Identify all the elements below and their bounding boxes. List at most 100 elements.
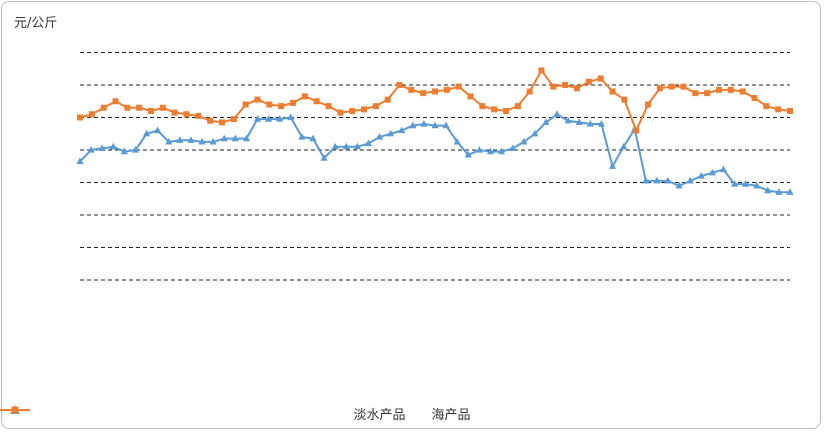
data-point: [716, 86, 722, 93]
data-point: [375, 133, 384, 140]
data-point: [387, 129, 395, 137]
data-point: [242, 101, 249, 108]
data-point: [171, 109, 178, 116]
data-point: [443, 86, 450, 93]
data-point: [575, 118, 583, 125]
data-point: [361, 106, 367, 113]
data-point: [609, 88, 616, 95]
data-point: [708, 168, 716, 176]
series-freshwater: [76, 110, 794, 195]
legend: 淡水产品 海产品: [0, 404, 824, 423]
data-point: [320, 154, 328, 161]
data-point: [195, 112, 202, 119]
data-point: [608, 162, 617, 169]
data-point: [509, 144, 517, 151]
data-point: [763, 103, 770, 110]
data-point: [704, 90, 711, 97]
series-line: [79, 68, 791, 134]
data-point: [276, 115, 284, 122]
data-point: [353, 142, 361, 150]
data-point: [453, 137, 461, 145]
data-point: [642, 176, 650, 184]
data-point: [148, 108, 154, 114]
data-point: [442, 121, 450, 129]
data-point: [697, 172, 705, 179]
data-point: [486, 147, 495, 155]
data-point: [301, 93, 308, 100]
data-point: [574, 85, 580, 92]
data-point: [597, 75, 604, 82]
data-point: [420, 90, 427, 97]
data-point: [131, 146, 140, 153]
data-point: [653, 176, 661, 184]
data-point: [668, 83, 675, 90]
data-point: [398, 126, 406, 134]
data-point: [159, 104, 166, 111]
data-point: [165, 137, 173, 145]
data-point: [372, 103, 379, 110]
legend-seafood-marker-icon: [0, 406, 30, 414]
data-point: [467, 93, 474, 100]
data-point: [136, 104, 143, 111]
data-point: [751, 95, 758, 101]
data-point: [77, 114, 83, 121]
data-point: [787, 108, 793, 114]
data-point: [719, 165, 728, 173]
data-point: [526, 88, 533, 95]
data-point: [431, 121, 439, 129]
data-point: [464, 150, 472, 158]
data-point: [680, 83, 687, 90]
data-point: [538, 67, 545, 74]
data-point: [764, 186, 772, 194]
data-point: [550, 83, 557, 90]
data-point: [491, 106, 498, 113]
data-point: [100, 104, 107, 111]
data-point: [409, 121, 417, 129]
data-point: [230, 116, 237, 123]
data-point: [564, 116, 572, 124]
data-point: [154, 126, 162, 134]
legend-freshwater-label: 淡水产品: [353, 408, 406, 423]
data-point: [264, 115, 273, 122]
data-point: [479, 103, 486, 110]
data-point: [562, 82, 569, 88]
data-point: [621, 96, 628, 103]
data-point: [278, 103, 285, 110]
data-point: [384, 96, 391, 103]
data-point: [364, 139, 373, 147]
data-point: [420, 120, 428, 127]
data-point: [514, 103, 521, 110]
data-point: [475, 146, 483, 153]
data-point: [739, 88, 746, 95]
data-point: [586, 120, 594, 127]
data-point: [775, 188, 783, 195]
data-point: [325, 103, 332, 110]
data-point: [531, 129, 539, 137]
data-point: [753, 181, 761, 189]
data-point: [142, 129, 151, 137]
data-point: [585, 78, 592, 85]
legend-seafood-label: 海产品: [431, 408, 471, 423]
data-point: [520, 137, 528, 145]
data-point: [432, 88, 438, 95]
data-point: [87, 146, 95, 153]
data-point: [497, 147, 506, 155]
data-point: [290, 99, 296, 106]
data-point: [553, 110, 561, 117]
data-point: [254, 96, 261, 103]
legend-item-seafood: 海产品: [0, 404, 471, 423]
data-point: [124, 104, 131, 111]
series-layer: [76, 67, 794, 195]
data-point: [331, 142, 339, 150]
data-point: [619, 142, 628, 150]
data-point: [633, 127, 640, 134]
data-point: [775, 106, 782, 113]
y-axis-unit-label: 元/公斤: [14, 16, 58, 31]
data-point: [287, 113, 295, 121]
data-point: [675, 181, 683, 189]
data-point: [109, 142, 117, 150]
data-point: [313, 98, 320, 105]
data-point: [253, 115, 262, 122]
data-point: [242, 134, 251, 142]
data-point: [187, 136, 195, 143]
